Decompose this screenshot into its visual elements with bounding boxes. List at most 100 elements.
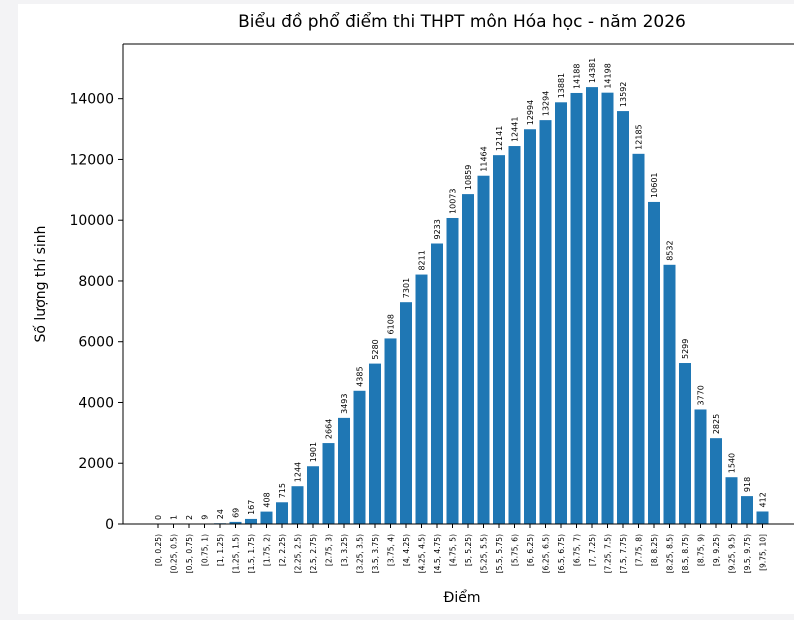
value-label: 5299 (681, 339, 690, 359)
bar (694, 409, 707, 524)
value-label: 167 (247, 500, 256, 515)
value-label: 12185 (635, 124, 644, 149)
bar (493, 155, 505, 525)
bar (617, 111, 629, 524)
x-tick-label: [2, 2.25) (278, 534, 287, 566)
x-tick-label: [9.25, 9.5) (728, 534, 737, 573)
x-axis-label: Điểm (444, 589, 481, 606)
value-label: 13294 (542, 91, 551, 116)
x-tick-label: [2.75, 3) (325, 534, 334, 566)
value-label: 3770 (697, 385, 706, 405)
bar (369, 363, 381, 524)
value-label: 2 (185, 515, 194, 520)
value-label: 69 (232, 508, 241, 518)
value-label: 13592 (619, 82, 628, 107)
value-label: 14381 (588, 58, 597, 83)
y-tick-label: 8000 (78, 274, 114, 290)
bar (338, 417, 350, 524)
value-label: 918 (743, 477, 752, 492)
value-label: 9233 (433, 219, 442, 239)
x-tick-label: [8.75, 9) (697, 534, 706, 566)
value-label: 8532 (666, 240, 675, 260)
x-tick-label: [7.25, 7.5) (604, 534, 613, 573)
x-tick-label: [6.5, 6.75) (557, 534, 566, 573)
bar (400, 302, 412, 524)
value-label: 1 (170, 515, 179, 520)
bar (570, 92, 583, 524)
x-tick-label: [5, 5.25) (464, 534, 473, 566)
bar (586, 87, 598, 525)
bar (741, 496, 753, 524)
x-tick-label: [0.75, 1) (201, 534, 210, 566)
x-tick-label: [6.75, 7) (573, 534, 582, 566)
value-label: 8211 (418, 250, 427, 270)
y-tick-label: 4000 (78, 395, 114, 411)
bar (245, 518, 257, 524)
x-tick-label: [9.5, 9.75) (743, 534, 752, 573)
value-label: 24 (216, 509, 225, 519)
bar (291, 486, 304, 524)
bar (756, 511, 769, 524)
value-label: 14198 (604, 63, 613, 88)
bar (648, 201, 660, 524)
x-tick-label: [8, 8.25) (650, 534, 659, 566)
x-tick-label: [7, 7.25) (588, 534, 597, 566)
value-label: 9 (201, 515, 210, 520)
x-tick-label: [9.75, 10] (759, 534, 768, 571)
bar (229, 521, 242, 524)
bar (725, 477, 738, 524)
value-label: 7301 (402, 278, 411, 298)
value-label: 2664 (325, 419, 334, 439)
bar (415, 274, 428, 524)
y-tick-label: 10000 (69, 213, 114, 229)
bar (710, 438, 722, 524)
bar (524, 129, 536, 524)
bar (446, 217, 459, 525)
bar (322, 443, 335, 524)
bar (663, 264, 676, 524)
bar (307, 466, 319, 524)
x-tick-label: [3.75, 4) (387, 534, 396, 566)
x-tick-label: [2.25, 2.5) (294, 534, 303, 573)
value-label: 5280 (371, 339, 380, 359)
value-label: 10601 (650, 172, 659, 197)
x-tick-label: [6, 6.25) (526, 534, 535, 566)
value-label: 2825 (712, 414, 721, 434)
value-label: 11464 (480, 146, 489, 171)
x-tick-label: [4, 4.25) (402, 534, 411, 566)
bar (276, 502, 288, 524)
value-label: 13881 (557, 73, 566, 98)
x-tick-label: [3, 3.25) (340, 534, 349, 566)
x-tick-label: [0.25, 0.5) (170, 534, 179, 573)
value-label: 12141 (495, 126, 504, 151)
x-tick-label: [5.25, 5.5) (480, 534, 489, 573)
bar (539, 120, 552, 524)
x-tick-label: [1, 1.25) (216, 534, 225, 566)
x-tick-label: [3.5, 3.75) (371, 534, 380, 573)
x-tick-label: [1.25, 1.5) (232, 534, 241, 573)
x-tick-label: [4.75, 5) (449, 534, 458, 566)
x-tick-label: [3.25, 3.5) (356, 534, 365, 573)
value-label: 1244 (294, 462, 303, 482)
value-label: 0 (154, 515, 163, 520)
bar (679, 363, 691, 524)
bar (555, 102, 567, 524)
x-tick-label: [8.5, 8.75) (681, 534, 690, 573)
value-label: 6108 (387, 314, 396, 334)
bar (260, 511, 273, 524)
bar (508, 146, 521, 524)
value-label: 1901 (309, 442, 318, 462)
value-label: 12441 (511, 117, 520, 142)
chart-title: Biểu đồ phổ điểm thi THPT môn Hóa học - … (238, 11, 686, 32)
x-tick-label: [2.5, 2.75) (309, 534, 318, 573)
value-label: 10859 (464, 165, 473, 190)
y-tick-label: 14000 (69, 92, 114, 108)
x-tick-label: [0, 0.25) (154, 534, 163, 566)
x-tick-label: [9, 9.25) (712, 534, 721, 566)
value-label: 408 (263, 492, 272, 507)
x-tick-label: [1.75, 2) (263, 534, 272, 566)
x-tick-label: [4.25, 4.5) (418, 534, 427, 573)
value-label: 1540 (728, 453, 737, 473)
